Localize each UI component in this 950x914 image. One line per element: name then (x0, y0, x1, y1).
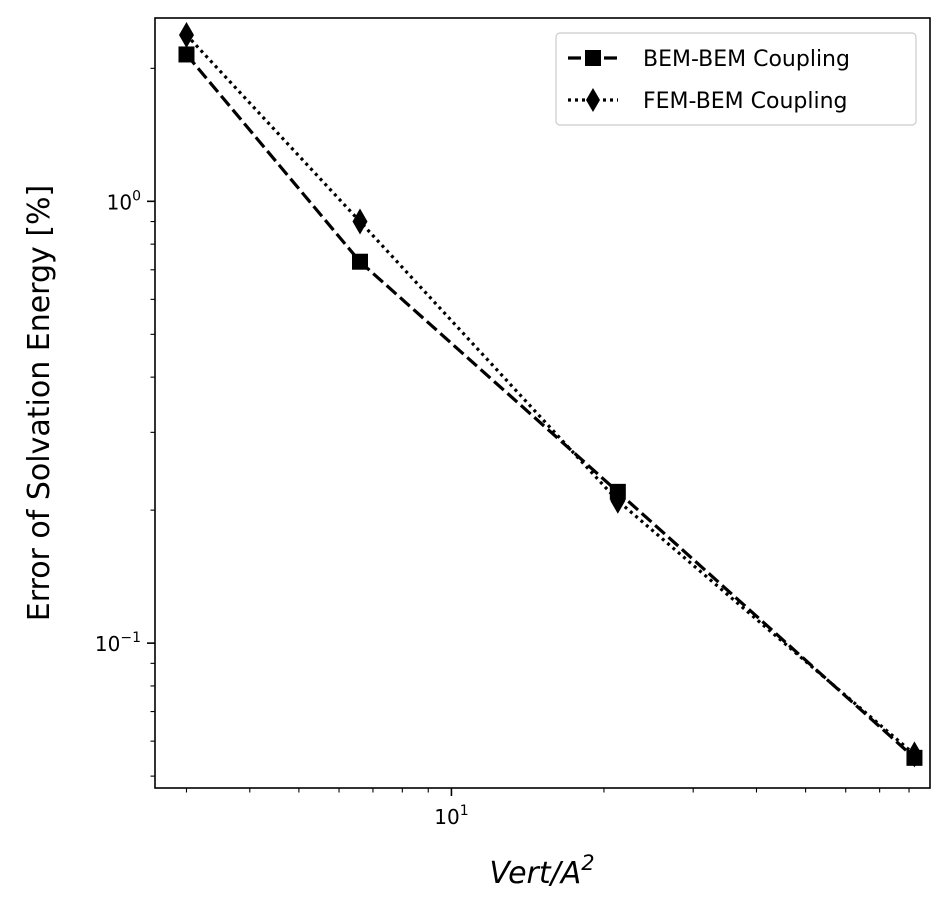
data-point-fem (178, 21, 194, 48)
data-point-fem (352, 208, 368, 235)
data-point-bem (351, 253, 368, 270)
legend: BEM-BEM Coupling FEM-BEM Coupling (555, 32, 917, 126)
x-tick-label-base: 10 (434, 805, 459, 829)
series-layer (178, 21, 923, 768)
x-axis-label-superscript: 2 (581, 851, 594, 875)
series-line-fem (185, 33, 916, 756)
y-tick-label-base: 10 (95, 632, 120, 656)
x-tick-label-exponent: 1 (460, 803, 469, 819)
data-point-bem (178, 46, 195, 63)
legend-marker-fem (586, 88, 600, 112)
data-point-fem (610, 487, 626, 514)
legend-entry-fem: FEM-BEM Coupling (568, 88, 848, 114)
series-line-bem (185, 53, 916, 760)
data-point-fem (906, 741, 922, 768)
legend-label-bem: BEM-BEM Coupling (643, 47, 850, 72)
x-tick-label: 101 (434, 803, 468, 829)
y-tick-label-exponent: −1 (120, 630, 141, 646)
legend-entry-bem: BEM-BEM Coupling (568, 47, 850, 72)
y-tick-label-exponent: 0 (132, 188, 141, 204)
legend-box (555, 32, 917, 126)
x-axis-label: Vert/A2 (489, 851, 594, 891)
y-axis-label: Error of Solvation Energy [%] (22, 185, 57, 621)
y-tick-label: 10−1 (95, 630, 141, 656)
legend-marker-bem (585, 50, 601, 66)
plot-frame (154, 17, 931, 789)
y-tick-label-base: 10 (107, 190, 132, 214)
x-axis-label-main: Vert/A (489, 856, 581, 891)
legend-label-fem: FEM-BEM Coupling (643, 89, 848, 114)
plot-area (155, 18, 930, 788)
y-tick-label: 100 (107, 188, 141, 214)
